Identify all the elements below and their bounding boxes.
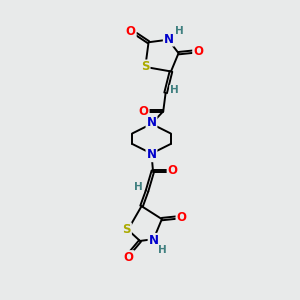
Text: H: H — [158, 245, 166, 255]
Text: N: N — [164, 33, 174, 46]
Text: N: N — [146, 116, 157, 129]
Text: O: O — [126, 25, 136, 38]
Text: O: O — [139, 105, 148, 118]
Text: O: O — [168, 164, 178, 177]
Text: O: O — [124, 251, 134, 264]
Text: O: O — [176, 211, 187, 224]
Text: H: H — [175, 26, 184, 36]
Text: S: S — [141, 60, 150, 74]
Text: N: N — [146, 148, 157, 161]
Text: N: N — [148, 234, 159, 247]
Text: H: H — [134, 182, 143, 193]
Text: O: O — [193, 45, 203, 58]
Text: S: S — [122, 223, 131, 236]
Text: H: H — [170, 85, 179, 95]
